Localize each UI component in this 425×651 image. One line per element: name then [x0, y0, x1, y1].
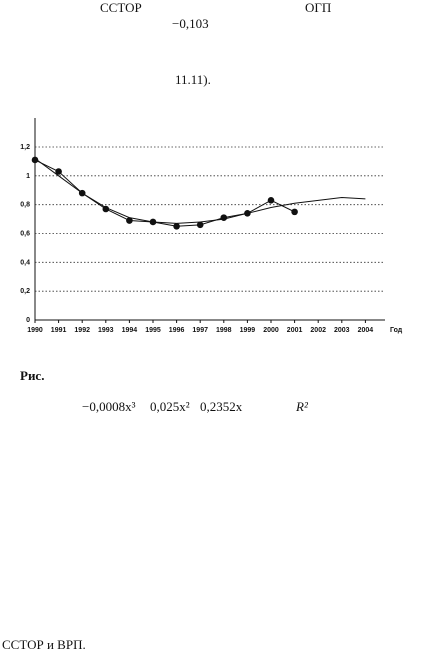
x-tick-label: 2003 — [334, 327, 350, 334]
x-tick-label: 1998 — [216, 327, 232, 334]
text: ОГП — [305, 0, 331, 15]
marker — [291, 208, 298, 216]
x-tick-label: 1990 — [27, 327, 43, 334]
x-tick-label: 2001 — [287, 327, 303, 334]
x-tick-label: 1999 — [240, 327, 256, 334]
x-tick-label: 1996 — [169, 327, 185, 334]
x-tick-label: 1992 — [74, 327, 90, 334]
text: 11.11). — [175, 72, 211, 87]
formula: R² — [295, 399, 309, 414]
chart: 0 0,2 0,4 0,6 0,8 1 1,2 1990 1991 1992 1993 1994 199… — [20, 118, 403, 334]
x-tick-label: 1994 — [122, 327, 138, 334]
marker — [173, 222, 180, 230]
formula: 0,2352x — [200, 399, 243, 414]
x-tick-label: 1997 — [192, 327, 208, 334]
formula: −0,0008x³ — [82, 399, 136, 414]
x-tick-label: 1995 — [145, 327, 161, 334]
formula: 0,025x² — [150, 399, 190, 414]
marker — [31, 156, 39, 164]
line — [34, 159, 295, 227]
marker — [267, 197, 275, 204]
x-tick-label: 1991 — [51, 327, 67, 334]
x-axis-label: Год — [390, 327, 403, 334]
text: −0,103 — [172, 16, 209, 31]
caption: Рис. — [20, 368, 44, 383]
marker — [55, 168, 62, 175]
y-tick-label: 1,2 — [20, 144, 30, 151]
y-tick-label: 0,2 — [20, 288, 30, 295]
y-tick-label: 0 — [26, 317, 30, 324]
marker — [126, 217, 133, 224]
text: ССТОР и ВРП. — [2, 637, 86, 651]
line — [34, 158, 366, 224]
marker — [220, 214, 228, 221]
y-tick-label: 1 — [26, 173, 30, 180]
y-tick-label: 0,6 — [20, 231, 30, 238]
marker — [102, 205, 110, 213]
y-tick-label: 0,4 — [20, 259, 30, 266]
x-tick-label: 2002 — [310, 327, 326, 334]
x-tick-label: 1993 — [98, 327, 114, 334]
y-tick-label: 0,8 — [20, 202, 30, 209]
text: ССТОР — [100, 0, 142, 15]
marker — [196, 221, 204, 229]
x-tick-label: 2004 — [358, 327, 374, 334]
x-tick-label: 2000 — [263, 327, 279, 334]
